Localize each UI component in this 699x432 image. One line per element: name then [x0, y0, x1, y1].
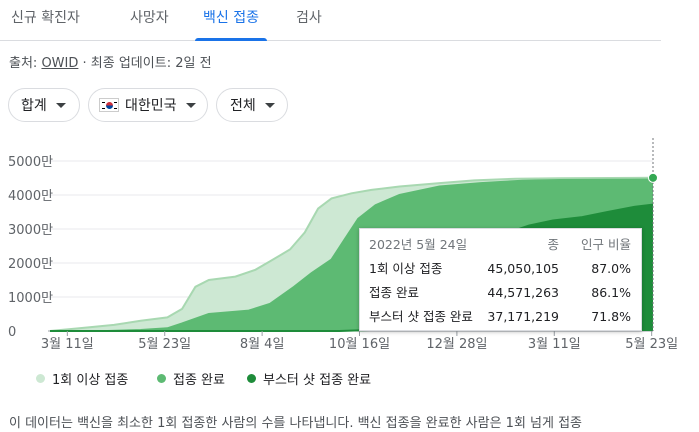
series-line-2 — [50, 178, 654, 332]
metric-label: 합계 — [21, 98, 47, 114]
tooltip-row-pct: 87.0% — [591, 261, 631, 276]
y-tick-label: 1000만 — [8, 291, 53, 306]
legend-dot — [247, 374, 256, 383]
tab-bar: 신규 확진자 사망자 백신 접종 검사 — [0, 0, 661, 41]
update-text: · 최종 업데이트: 2일 전 — [82, 56, 212, 71]
tooltip-row-total: 44,571,263 — [487, 285, 559, 300]
x-tick-label: 10월 16일 — [329, 337, 390, 352]
y-tick-label: 5000만 — [8, 155, 53, 170]
legend-item-fully-vaccinated[interactable]: 접종 완료 — [157, 369, 225, 388]
tooltip-row-label: 접종 완료 — [369, 285, 419, 300]
x-tick-label: 5월 23일 — [625, 337, 678, 352]
x-tick-label: 3월 11일 — [41, 337, 94, 352]
tooltip-row-label: 부스터 샷 접종 완료 — [369, 309, 473, 324]
tooltip-col-pct: 인구 비율 — [581, 237, 631, 252]
tooltip-col-total: 종 — [547, 237, 559, 252]
legend-dot — [36, 374, 45, 383]
series-line-1 — [49, 176, 654, 332]
metric-dropdown[interactable]: 합계 — [8, 88, 80, 122]
region-dropdown[interactable]: 대한민국 — [88, 88, 208, 122]
x-tick-label: 3월 11일 — [528, 337, 581, 352]
korea-flag-icon — [99, 98, 119, 112]
tab-vaccination[interactable]: 백신 접종 — [195, 0, 267, 41]
tooltip-row-label: 1회 이상 접종 — [369, 261, 443, 276]
source-prefix: 출처: — [9, 56, 38, 71]
source-line: 출처: OWID · 최종 업데이트: 2일 전 — [9, 52, 212, 71]
tooltip-row-total: 37,171,219 — [487, 309, 559, 324]
population-dropdown[interactable]: 전체 — [216, 88, 288, 122]
tab-tests[interactable]: 검사 — [296, 10, 322, 26]
legend-label: 부스터 샷 접종 완료 — [263, 373, 372, 388]
tooltip-date: 2022년 5월 24일 — [369, 237, 468, 252]
source-link[interactable]: OWID — [41, 56, 79, 71]
x-tick-label: 8월 4일 — [240, 337, 285, 352]
y-tick-label: 2000만 — [8, 257, 53, 272]
legend-dot — [157, 374, 166, 383]
tooltip-row-total: 45,050,105 — [487, 261, 559, 276]
chevron-down-icon — [55, 102, 66, 108]
y-tick-label: 4000만 — [8, 189, 53, 204]
tab-deaths[interactable]: 사망자 — [130, 10, 169, 26]
x-tick-label: 12월 28일 — [426, 337, 487, 352]
chevron-down-icon — [185, 102, 196, 108]
legend-label: 1회 이상 접종 — [52, 373, 129, 388]
legend-item-booster[interactable]: 부스터 샷 접종 완료 — [247, 369, 371, 388]
x-tick-label: 5월 23일 — [138, 337, 191, 352]
legend-item-first-dose[interactable]: 1회 이상 접종 — [36, 369, 128, 388]
chart-tooltip: 2022년 5월 24일 종 인구 비율 1회 이상 접종 45,050,105… — [359, 228, 642, 331]
population-label: 전체 — [230, 98, 256, 114]
y-tick-label: 0 — [8, 325, 16, 340]
tooltip-row-pct: 71.8% — [591, 309, 631, 324]
tooltip-row-pct: 86.1% — [591, 285, 631, 300]
y-tick-label: 3000만 — [8, 223, 53, 238]
chevron-down-icon — [264, 102, 275, 108]
tab-new-cases[interactable]: 신규 확진자 — [11, 10, 80, 26]
description-text: 이 데이터는 백신을 최소한 1회 접종한 사람의 수를 나타냅니다. 백신 접… — [9, 416, 583, 431]
data-point-marker — [648, 172, 658, 183]
legend-label: 접종 완료 — [173, 373, 225, 388]
region-label: 대한민국 — [125, 98, 177, 114]
